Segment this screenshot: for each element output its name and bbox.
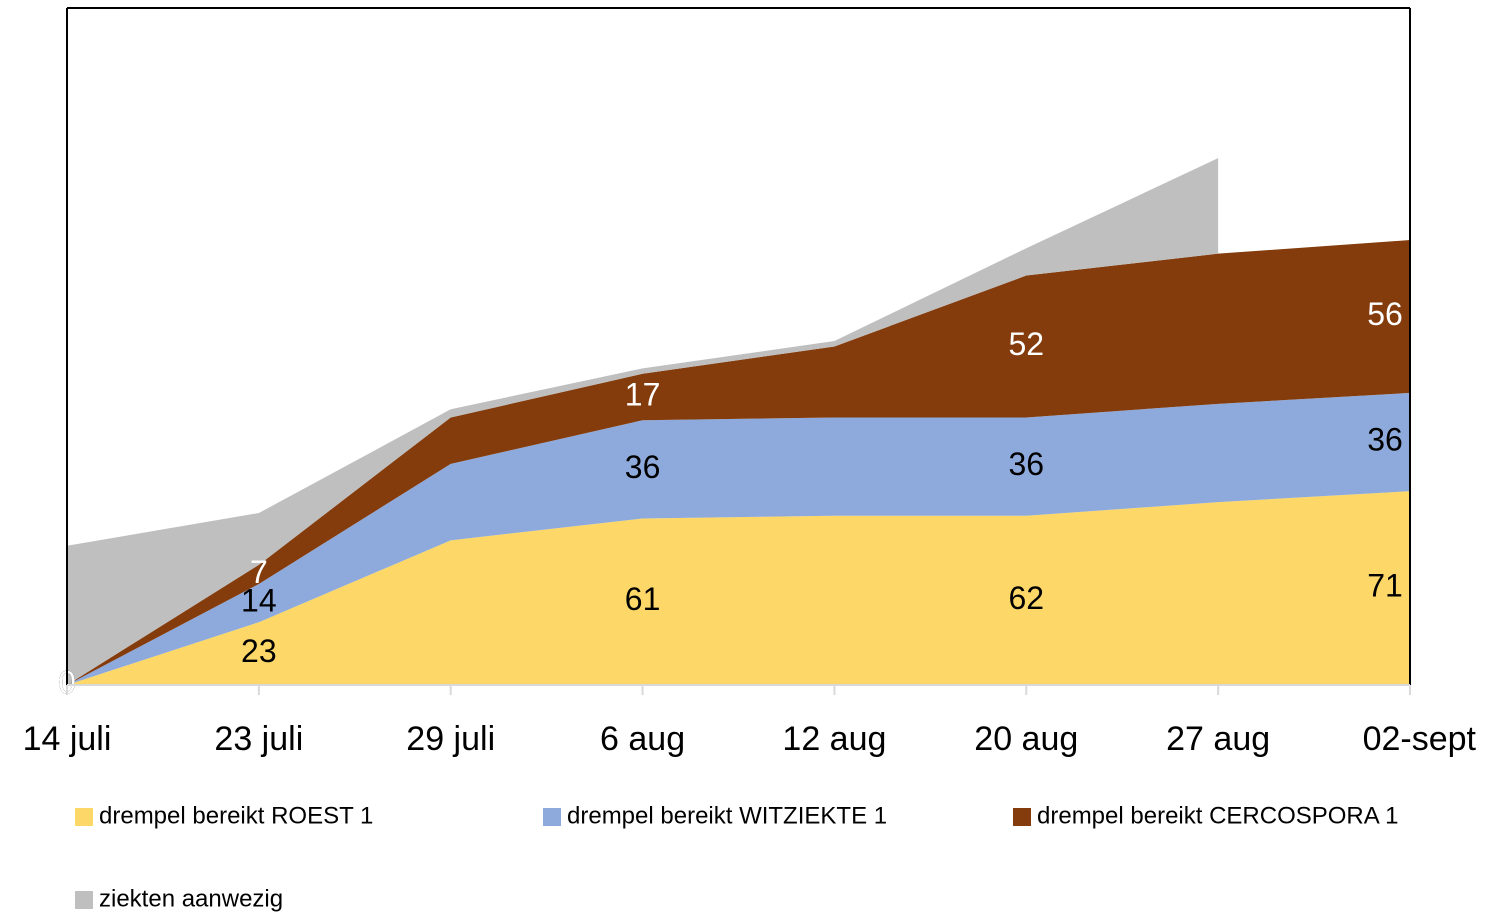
legend-label: drempel bereikt ROEST 1	[99, 802, 373, 829]
x-tick-label: 20 aug	[974, 720, 1078, 758]
legend-label: drempel bereikt CERCOSPORA 1	[1037, 802, 1398, 829]
data-label: 62	[1008, 580, 1044, 616]
data-label: 36	[625, 449, 661, 485]
x-tick-label: 27 aug	[1166, 720, 1270, 758]
data-label: 61	[625, 581, 661, 617]
x-tick-label: 12 aug	[782, 720, 886, 758]
area	[67, 491, 1410, 685]
data-label: 36	[1367, 421, 1403, 457]
data-label: 36	[1008, 446, 1044, 482]
data-label: 52	[1008, 326, 1044, 362]
legend-swatch	[75, 891, 93, 909]
legend-swatch	[1013, 808, 1031, 826]
x-tick-label: 6 aug	[600, 720, 685, 758]
legend-label: ziekten aanwezig	[99, 885, 283, 912]
legend-label: drempel bereikt WITZIEKTE 1	[567, 802, 887, 829]
data-label: 71	[1367, 568, 1403, 604]
legend-swatch	[75, 808, 93, 826]
area	[67, 240, 1410, 685]
x-tick-label: 14 juli	[23, 720, 112, 758]
data-label: 17	[625, 376, 661, 412]
data-label: 23	[241, 633, 277, 669]
x-tick-label: 23 juli	[214, 720, 303, 758]
area	[67, 392, 1410, 685]
legend-swatch	[543, 808, 561, 826]
data-label: 14	[241, 583, 277, 619]
x-tick-label: 29 juli	[406, 720, 495, 758]
data-label: 56	[1367, 296, 1403, 332]
data-label: 7	[250, 554, 268, 590]
x-tick-label: 02-sept	[1363, 720, 1477, 758]
